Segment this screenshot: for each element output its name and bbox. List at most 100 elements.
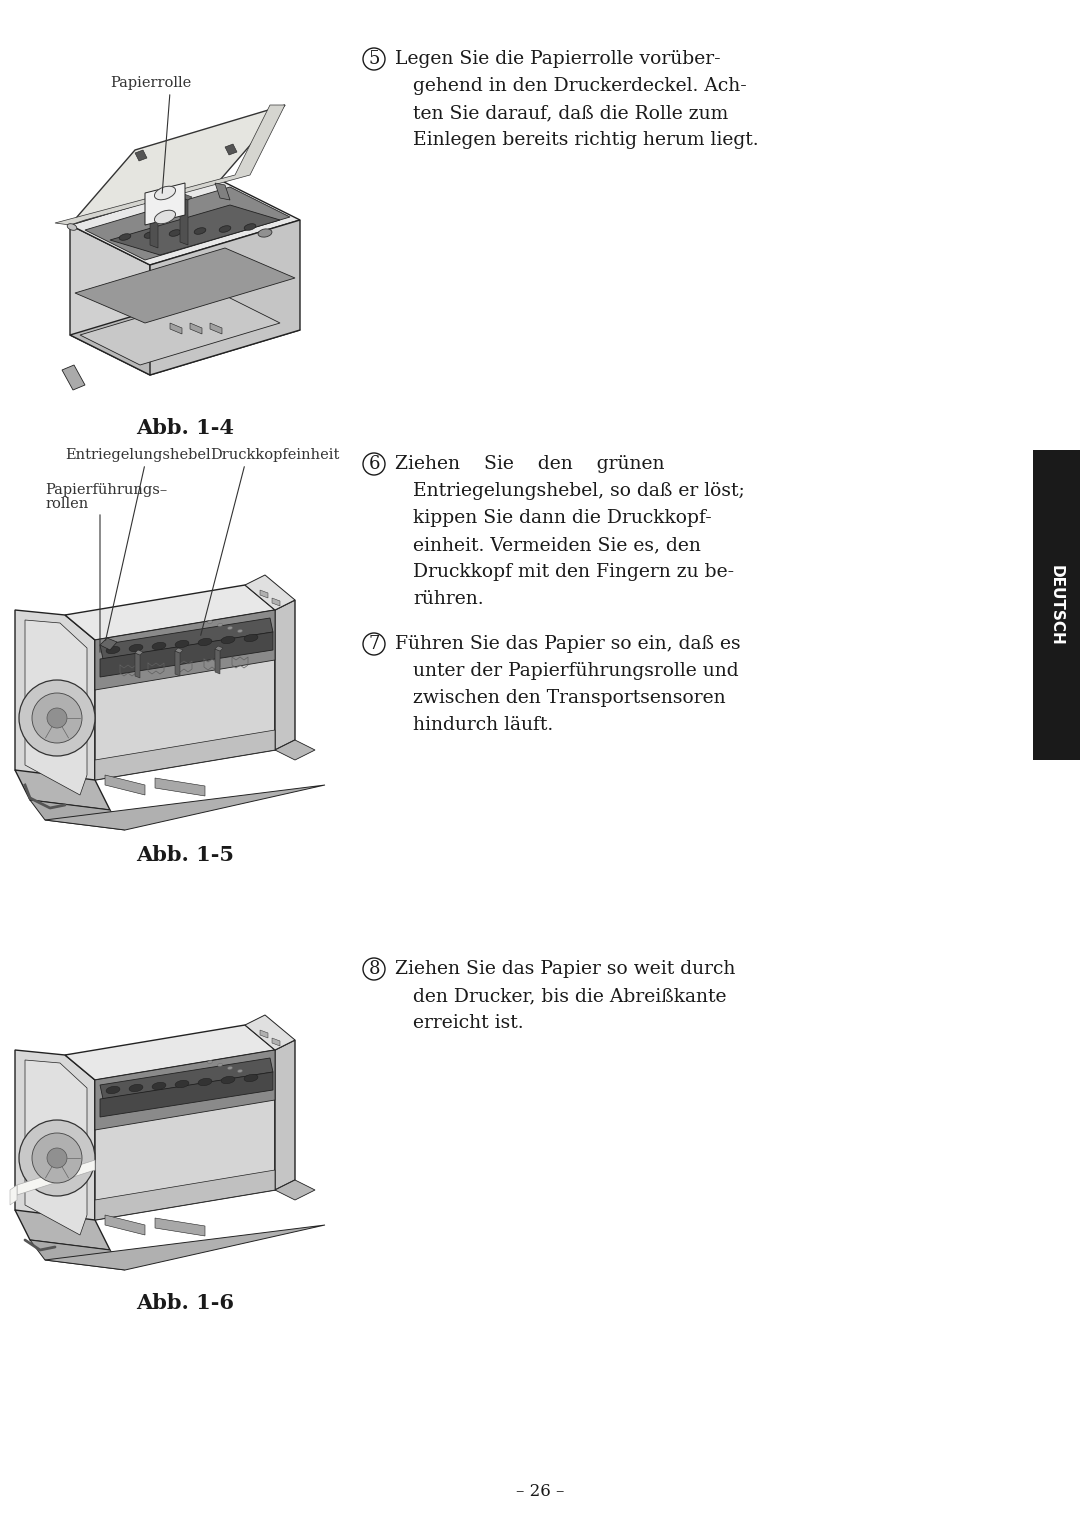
Polygon shape	[95, 610, 275, 690]
Polygon shape	[100, 1072, 273, 1118]
Text: ten Sie darauf, daß die Rolle zum: ten Sie darauf, daß die Rolle zum	[413, 104, 728, 123]
Polygon shape	[150, 199, 158, 248]
Polygon shape	[150, 198, 162, 202]
Ellipse shape	[152, 642, 166, 650]
Ellipse shape	[144, 231, 156, 238]
Polygon shape	[85, 187, 291, 261]
Text: 5: 5	[368, 51, 380, 67]
Text: rollen: rollen	[45, 497, 89, 510]
Polygon shape	[70, 104, 285, 225]
Polygon shape	[30, 1240, 125, 1269]
Polygon shape	[260, 1030, 268, 1038]
Ellipse shape	[175, 641, 189, 647]
Ellipse shape	[152, 1082, 166, 1090]
Polygon shape	[45, 1225, 325, 1269]
Text: Abb. 1-6: Abb. 1-6	[136, 1292, 234, 1312]
Polygon shape	[170, 323, 183, 334]
Text: rühren.: rühren.	[413, 590, 484, 609]
Ellipse shape	[154, 210, 176, 224]
Ellipse shape	[170, 230, 180, 236]
Polygon shape	[65, 586, 275, 639]
Circle shape	[363, 452, 384, 475]
Ellipse shape	[219, 225, 231, 233]
Text: Legen Sie die Papierrolle vorüber-: Legen Sie die Papierrolle vorüber-	[395, 51, 720, 67]
Circle shape	[363, 48, 384, 71]
Polygon shape	[275, 599, 295, 750]
Ellipse shape	[175, 1081, 189, 1087]
Circle shape	[363, 633, 384, 655]
Text: Ziehen    Sie    den    grünen: Ziehen Sie den grünen	[395, 455, 664, 474]
Circle shape	[48, 1148, 67, 1168]
Text: Führen Sie das Papier so ein, daß es: Führen Sie das Papier so ein, daß es	[395, 635, 741, 653]
Polygon shape	[75, 248, 295, 323]
Polygon shape	[275, 1180, 315, 1200]
Polygon shape	[260, 590, 268, 598]
Polygon shape	[70, 179, 300, 265]
Text: Druckkopf mit den Fingern zu be-: Druckkopf mit den Fingern zu be-	[413, 563, 734, 581]
Polygon shape	[272, 1038, 280, 1046]
Ellipse shape	[67, 224, 77, 230]
Ellipse shape	[207, 621, 213, 624]
Ellipse shape	[130, 1084, 143, 1091]
Polygon shape	[272, 598, 280, 606]
Text: Abb. 1-4: Abb. 1-4	[136, 419, 234, 438]
Polygon shape	[95, 610, 275, 780]
Text: einheit. Vermeiden Sie es, den: einheit. Vermeiden Sie es, den	[413, 537, 701, 553]
Text: 8: 8	[368, 960, 380, 978]
Text: DEUTSCH: DEUTSCH	[1049, 564, 1064, 645]
Polygon shape	[210, 323, 222, 334]
Ellipse shape	[119, 233, 131, 241]
Circle shape	[48, 708, 67, 728]
Polygon shape	[150, 221, 300, 376]
Polygon shape	[80, 293, 280, 365]
Polygon shape	[70, 225, 150, 376]
Text: Papierrolle: Papierrolle	[110, 77, 191, 90]
Text: Druckkopfeinheit: Druckkopfeinheit	[210, 448, 339, 461]
Ellipse shape	[106, 647, 120, 653]
Circle shape	[19, 1121, 95, 1196]
Ellipse shape	[228, 1067, 232, 1070]
Polygon shape	[45, 785, 325, 829]
Polygon shape	[95, 1050, 275, 1220]
Polygon shape	[275, 740, 315, 760]
Polygon shape	[95, 730, 275, 780]
Polygon shape	[110, 205, 280, 254]
Text: 7: 7	[368, 635, 380, 653]
Ellipse shape	[154, 185, 176, 199]
Circle shape	[32, 1133, 82, 1183]
Ellipse shape	[194, 228, 206, 235]
Ellipse shape	[207, 1061, 213, 1064]
Circle shape	[363, 958, 384, 980]
Polygon shape	[100, 618, 273, 659]
Circle shape	[32, 693, 82, 744]
Text: Ziehen Sie das Papier so weit durch: Ziehen Sie das Papier so weit durch	[395, 960, 735, 978]
Text: – 26 –: – 26 –	[516, 1482, 564, 1499]
Text: hindurch läuft.: hindurch läuft.	[413, 716, 553, 734]
Polygon shape	[25, 1059, 87, 1236]
Ellipse shape	[106, 1087, 120, 1093]
Polygon shape	[190, 323, 202, 334]
Polygon shape	[135, 653, 140, 678]
Polygon shape	[245, 575, 295, 610]
Polygon shape	[180, 198, 188, 245]
Ellipse shape	[238, 1070, 243, 1073]
Text: Entriegelungshebel, so daß er löst;: Entriegelungshebel, so daß er löst;	[413, 481, 745, 500]
Polygon shape	[245, 1015, 295, 1050]
Ellipse shape	[244, 635, 258, 642]
Polygon shape	[15, 610, 95, 805]
Ellipse shape	[217, 624, 222, 627]
Text: gehend in den Druckerdeckel. Ach-: gehend in den Druckerdeckel. Ach-	[413, 77, 746, 95]
Polygon shape	[17, 1160, 95, 1196]
Polygon shape	[275, 1039, 295, 1190]
Polygon shape	[100, 638, 117, 650]
Ellipse shape	[221, 1076, 235, 1084]
Ellipse shape	[244, 224, 256, 230]
Polygon shape	[135, 650, 143, 655]
Polygon shape	[135, 150, 147, 161]
Ellipse shape	[130, 644, 143, 652]
Polygon shape	[215, 645, 222, 652]
Text: Entriegelungshebel: Entriegelungshebel	[65, 448, 211, 461]
Text: den Drucker, bis die Abreißkante: den Drucker, bis die Abreißkante	[413, 987, 727, 1006]
Polygon shape	[15, 1050, 95, 1245]
Polygon shape	[156, 779, 205, 796]
